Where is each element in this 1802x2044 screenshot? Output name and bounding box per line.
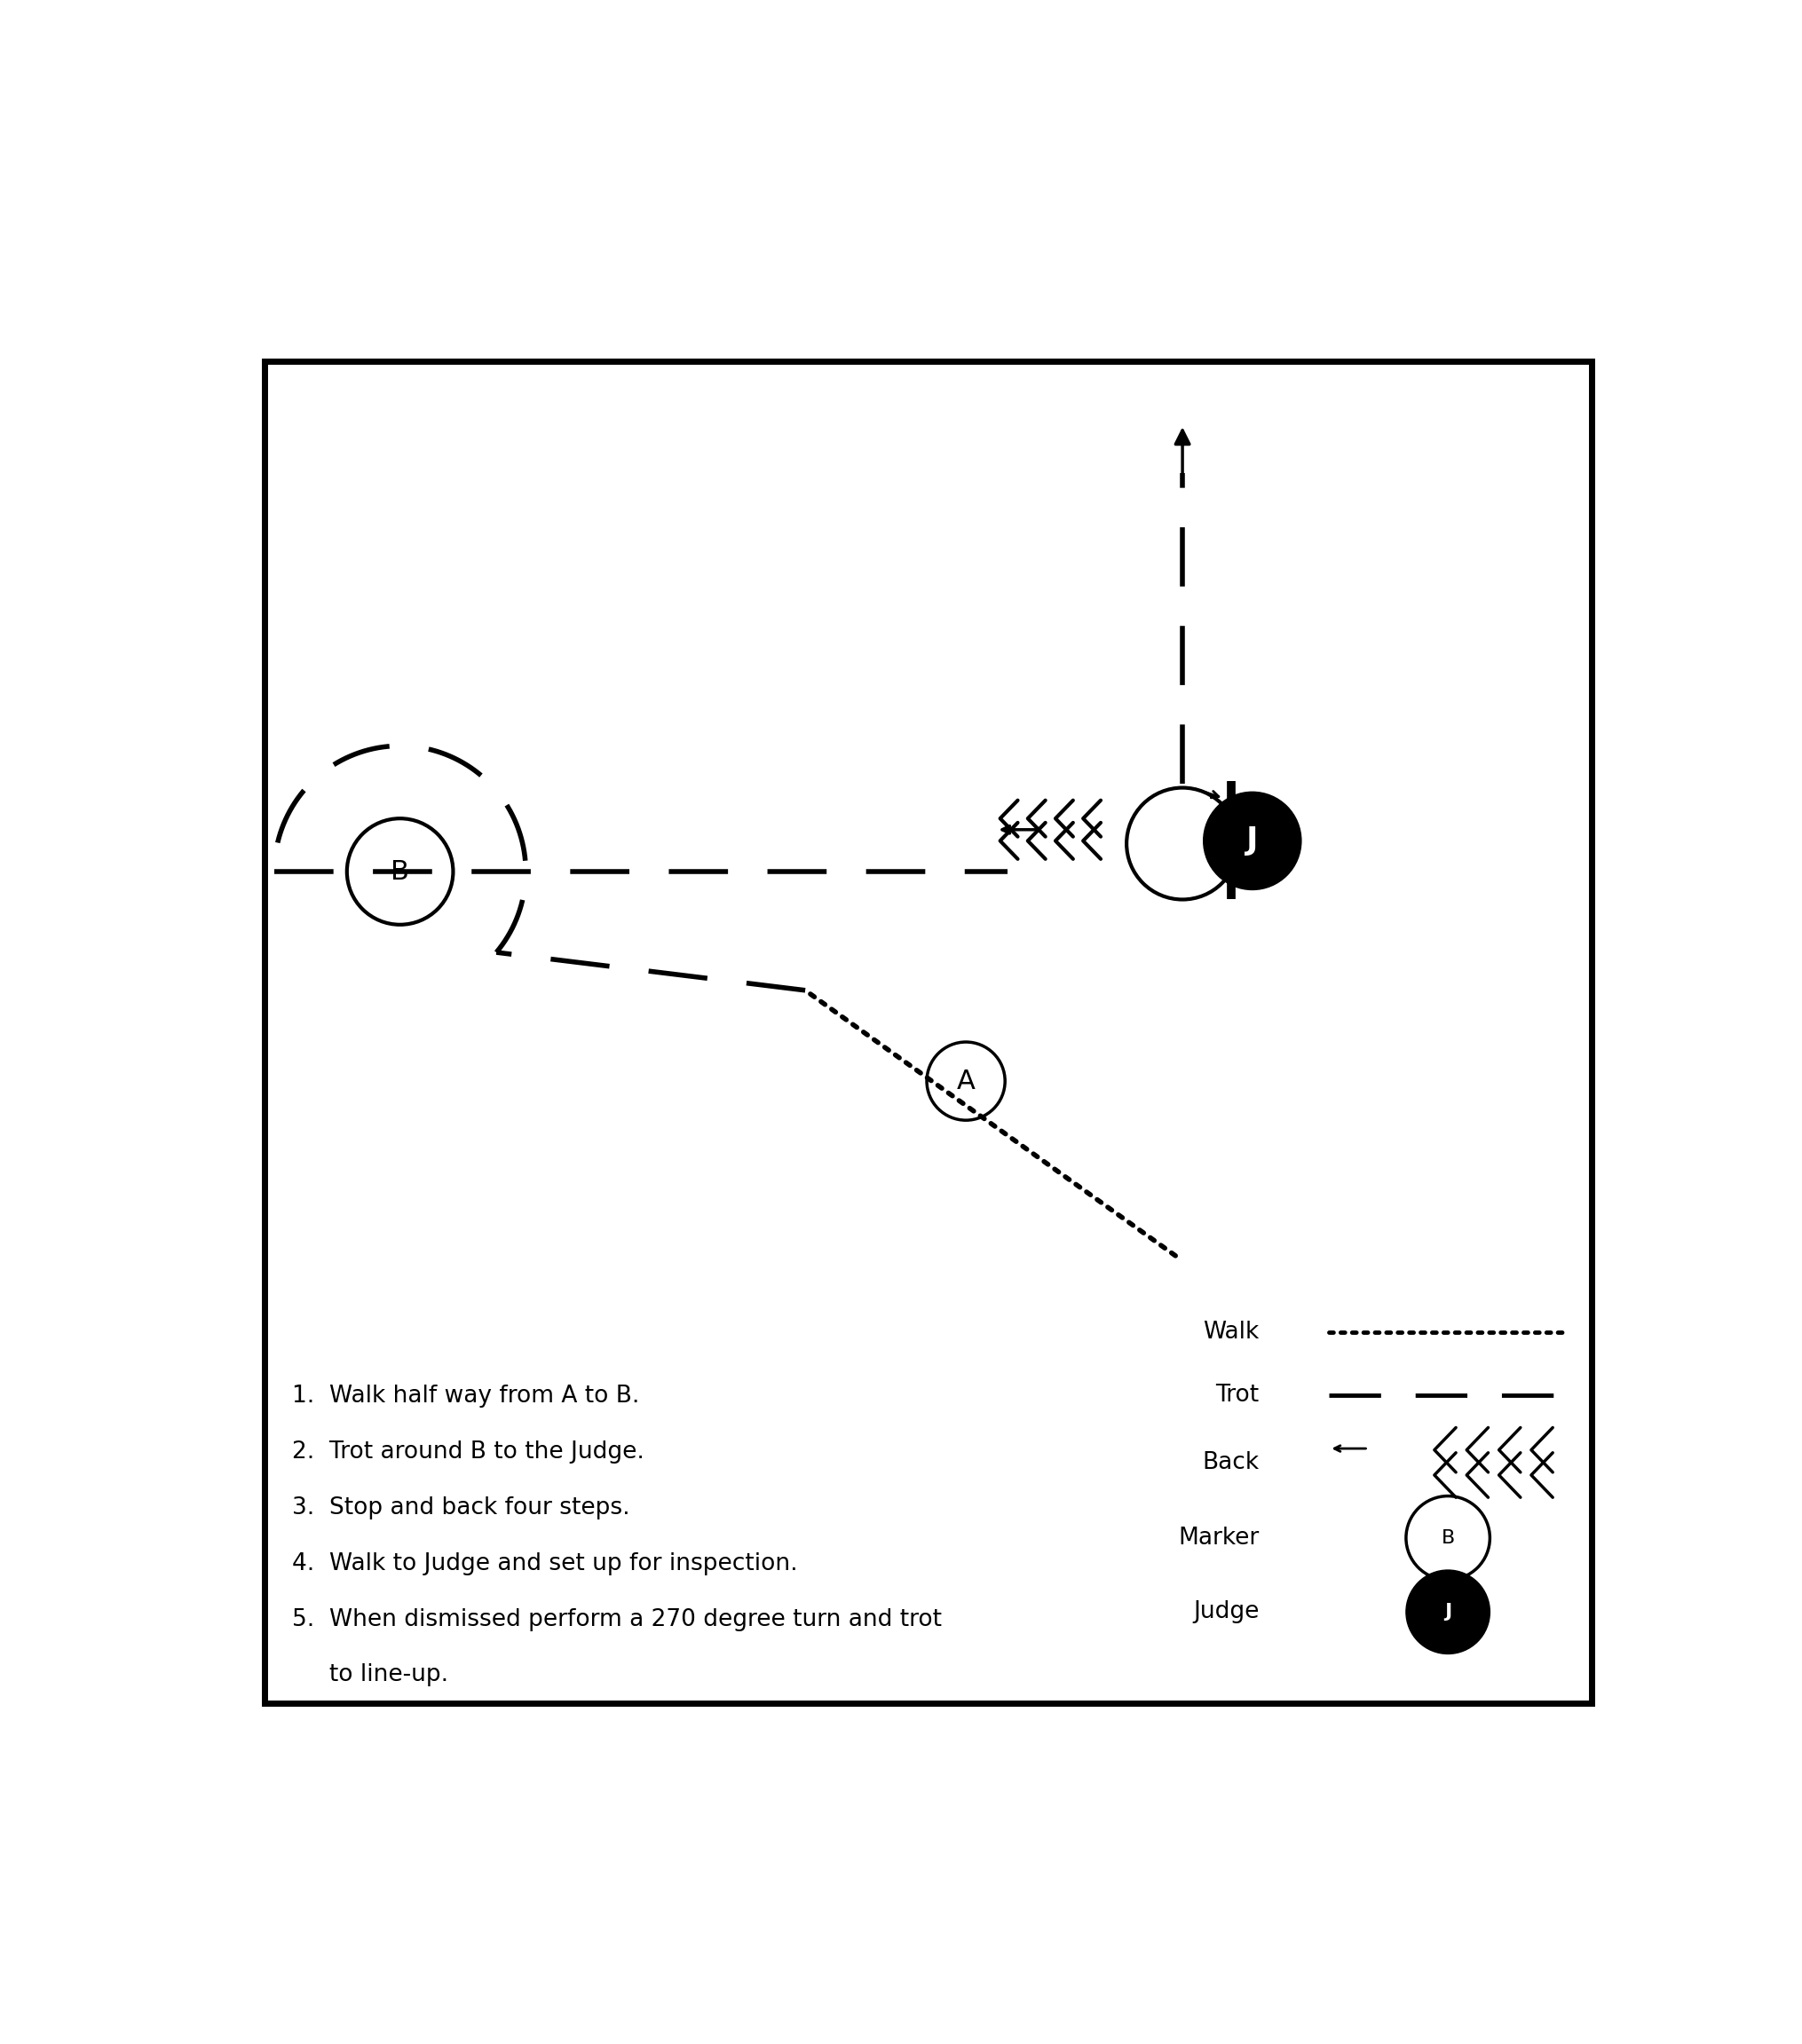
Text: A: A — [957, 1069, 975, 1094]
Text: Judge: Judge — [1193, 1600, 1258, 1623]
Text: 3.  Stop and back four steps.: 3. Stop and back four steps. — [292, 1496, 631, 1519]
Text: Walk: Walk — [1202, 1320, 1258, 1345]
Text: 5.  When dismissed perform a 270 degree turn and trot: 5. When dismissed perform a 270 degree t… — [292, 1609, 942, 1631]
Text: 1.  Walk half way from A to B.: 1. Walk half way from A to B. — [292, 1384, 640, 1408]
Text: 2.  Trot around B to the Judge.: 2. Trot around B to the Judge. — [292, 1441, 645, 1464]
Text: 4.  Walk to Judge and set up for inspection.: 4. Walk to Judge and set up for inspecti… — [292, 1551, 798, 1576]
Text: Back: Back — [1202, 1451, 1258, 1474]
Text: Trot: Trot — [1215, 1384, 1258, 1406]
Text: B: B — [391, 858, 409, 885]
Text: B: B — [1440, 1529, 1454, 1547]
Text: to line-up.: to line-up. — [292, 1664, 449, 1686]
Circle shape — [1204, 791, 1301, 889]
Circle shape — [1406, 1570, 1488, 1654]
Text: J: J — [1245, 826, 1258, 856]
Text: J: J — [1443, 1602, 1451, 1621]
Text: Marker: Marker — [1179, 1527, 1258, 1549]
